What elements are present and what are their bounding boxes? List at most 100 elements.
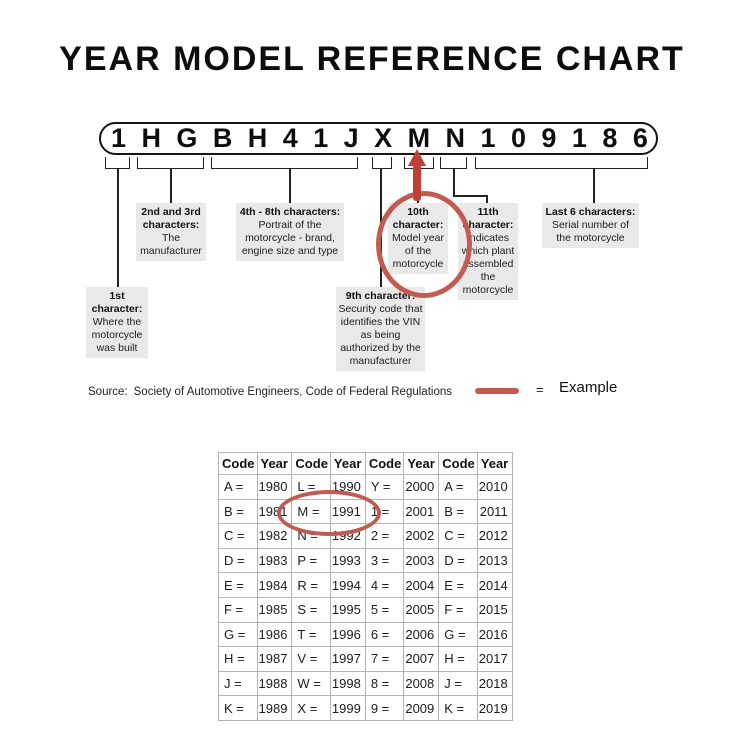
code-cell: W = [291,670,331,697]
connector-line-1st [117,169,119,287]
code-cell: 9 = [364,695,405,721]
callout-heading: 1st character: [91,290,143,315]
code-cell: G = [438,621,478,648]
code-cell: 7 = [364,646,405,672]
vin-bracket-9th [372,157,392,169]
code-cell: H = [438,646,478,672]
code-cell: R = [291,572,331,598]
table-row: G = 1986 T = 1996 6 = 2006 G = 2016 [218,621,513,648]
callout-body: Portrait of the motorcycle - brand, engi… [241,219,339,257]
page-title: YEAR MODEL REFERENCE CHART [59,40,685,78]
code-cell: A = [438,474,478,500]
year-cell: 1986 [256,621,293,648]
year-cell: 2000 [403,474,440,500]
callout-2nd-3rd-characters: 2nd and 3rd characters: The manufacturer [136,203,206,261]
table-row: E = 1984 R = 1994 4 = 2004 E = 2014 [218,572,513,598]
vin-character: 0 [510,123,526,153]
vin-character: J [343,123,359,153]
vin-bracket-4th-8th [211,157,358,169]
connector-line-11th-v2 [486,195,488,204]
column-header: Year [256,452,293,475]
year-cell: 1982 [256,523,293,549]
callout-heading: 4th - 8th characters: [239,206,341,218]
year-cell: 1993 [329,547,366,574]
callout-9th-character: 9th character: Security code that identi… [336,287,425,371]
year-cell: 2001 [403,498,440,525]
code-cell: D = [438,547,478,574]
vin-character: 9 [541,123,557,153]
example-arrow-icon [408,149,426,166]
year-code-table-header: Code Year Code Year Code Year Code Year [218,452,513,475]
code-cell: S = [291,596,331,623]
source-text: Society of Automotive Engineers, Code of… [133,386,452,398]
code-cell: 2 = [364,523,405,549]
code-cell: 8 = [364,670,405,697]
code-cell: K = [438,695,478,721]
year-cell: 2011 [476,498,513,525]
table-row: H = 1987 V = 1997 7 = 2007 H = 2017 [218,646,513,672]
column-header: Code [218,452,258,475]
callout-4th-8th-characters: 4th - 8th characters: Portrait of the mo… [236,203,344,261]
callout-body: Where the motorcycle was built [91,316,143,354]
year-cell: 2010 [476,474,513,500]
year-cell: 2017 [476,646,513,672]
callout-heading: 2nd and 3rd characters: [141,206,201,231]
column-header: Code [438,452,478,475]
source-label: Source: [88,386,128,398]
callout-heading: Last 6 characters: [545,206,636,218]
year-cell: 2016 [476,621,513,648]
table-row: J = 1988 W = 1998 8 = 2008 J = 2018 [218,670,513,697]
connector-line-2nd-3rd [170,169,172,203]
connector-line-11th-v1 [453,169,455,196]
column-header: Year [329,452,366,475]
year-cell: 2014 [476,572,513,598]
legend-example-label: Example [559,379,618,396]
year-cell: 1996 [329,621,366,648]
example-circle-10th-callout [376,191,472,298]
code-cell: 4 = [364,572,405,598]
example-arrow-shaft [413,164,421,201]
year-cell: 1987 [256,646,293,672]
year-cell: 1983 [256,547,293,574]
vin-character: N [445,123,466,153]
column-header: Code [291,452,331,475]
year-cell: 1988 [256,670,293,697]
code-cell: T = [291,621,331,648]
year-code-table: Code Year Code Year Code Year Code Year A = 1980… [218,452,513,721]
callout-heading: 11th character: [462,206,514,231]
code-cell: F = [438,596,478,623]
vin-character: 4 [282,123,298,153]
code-cell: Y = [364,474,405,500]
vin-character: H [141,123,161,153]
code-cell: A = [218,474,258,500]
vin-character: 1 [571,123,587,153]
code-cell: K = [218,695,258,721]
vin-bracket-1st [105,157,130,169]
year-cell: 2012 [476,523,513,549]
year-cell: 2002 [403,523,440,549]
code-cell: 5 = [364,596,405,623]
year-cell: 2007 [403,646,440,672]
callout-body: Serial number of the motorcycle [551,219,630,244]
callout-heading: 9th character: [345,290,416,302]
year-cell: 1999 [329,695,366,721]
year-cell: 2018 [476,670,513,697]
code-cell: 3 = [364,547,405,574]
code-cell: P = [291,547,331,574]
column-header: Year [476,452,513,475]
vin-character: B [212,123,233,153]
code-cell: F = [218,596,258,623]
year-cell: 2005 [403,596,440,623]
table-row: D = 1983 P = 1993 3 = 2003 D = 2013 [218,547,513,574]
source-attribution: Source: Society of Automotive Engineers, … [88,386,452,398]
year-cell: 2013 [476,547,513,574]
year-cell: 1984 [256,572,293,598]
example-legend-line-icon [475,388,519,394]
vin-character: 8 [602,123,618,153]
callout-body: The manufacturer [140,232,202,257]
vin-character: M [407,123,431,153]
legend-equals-sign: = [536,382,544,397]
vin-bracket-2nd-3rd [137,157,204,169]
